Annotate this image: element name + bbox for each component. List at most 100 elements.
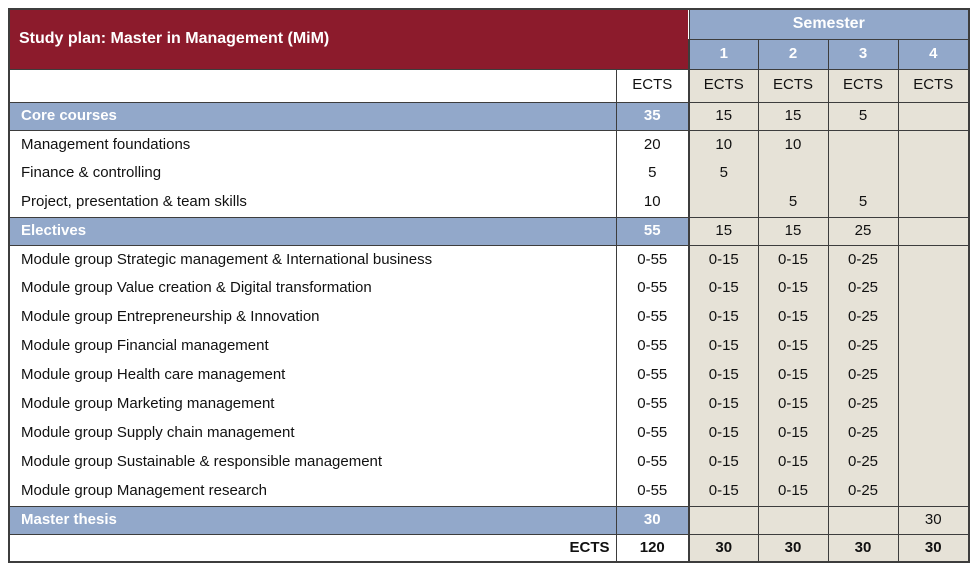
semester-numbers-row: 1 2 3 4 bbox=[9, 39, 970, 70]
sem2-ects-header: ECTS bbox=[757, 69, 829, 103]
row-total-ects: 30 bbox=[615, 505, 690, 535]
row-sem2-ects: 10 bbox=[757, 130, 829, 159]
semester-3-header: 3 bbox=[827, 39, 899, 70]
table-row: Management foundations 20 10 10 bbox=[8, 130, 970, 159]
ects-total-label: ECTS bbox=[8, 533, 617, 562]
table-row: Module group Supply chain management 0-5… bbox=[8, 419, 970, 448]
table-row: Module group Entrepreneurship & Innovati… bbox=[8, 303, 970, 332]
row-sem1-ects: 0-15 bbox=[688, 303, 759, 332]
row-sem4-ects bbox=[897, 101, 970, 131]
sem3-ects-header: ECTS bbox=[827, 69, 899, 103]
row-total-ects: 0-55 bbox=[615, 477, 690, 506]
row-sem3-ects: 0-25 bbox=[827, 245, 899, 274]
row-sem1-ects: 0-15 bbox=[688, 361, 759, 390]
table-row: Project, presentation & team skills 10 5… bbox=[8, 188, 970, 217]
table-row: Module group Marketing management 0-55 0… bbox=[8, 390, 970, 419]
row-sem1-ects: 0-15 bbox=[688, 274, 759, 303]
row-sem3-ects: 0-25 bbox=[827, 361, 899, 390]
table-row: Module group Financial management 0-55 0… bbox=[8, 332, 970, 361]
table-row: Module group Sustainable & responsible m… bbox=[8, 448, 970, 477]
table-row: Module group Management research 0-55 0-… bbox=[8, 477, 970, 506]
sem1-ects-header: ECTS bbox=[688, 69, 759, 103]
row-sem1-ects: 0-15 bbox=[688, 477, 759, 506]
sem4-ects-header: ECTS bbox=[897, 69, 970, 103]
row-sem4-ects bbox=[897, 332, 970, 361]
row-sem4-ects bbox=[897, 448, 970, 477]
row-label: Master thesis bbox=[8, 505, 617, 535]
semester-4-header: 4 bbox=[897, 39, 970, 70]
row-sem4-ects: 30 bbox=[897, 505, 970, 535]
row-sem1-ects: 0-15 bbox=[688, 419, 759, 448]
row-sem4-ects bbox=[897, 188, 970, 217]
row-sem2-ects: 0-15 bbox=[757, 390, 829, 419]
ects-total-value: 120 bbox=[615, 533, 690, 562]
row-sem2-ects: 0-15 bbox=[757, 448, 829, 477]
row-sem2-ects: 0-15 bbox=[757, 332, 829, 361]
row-sem1-ects bbox=[688, 188, 759, 217]
sem2-total-ects: 30 bbox=[757, 533, 829, 562]
row-sem2-ects: 0-15 bbox=[757, 477, 829, 506]
row-label: Module group Entrepreneurship & Innovati… bbox=[8, 303, 617, 332]
sem1-total-ects: 30 bbox=[688, 533, 759, 562]
row-sem1-ects: 15 bbox=[688, 101, 759, 131]
title-row: Study plan: Master in Management (MiM) S… bbox=[8, 9, 970, 70]
row-sem3-ects: 0-25 bbox=[827, 303, 899, 332]
row-sem2-ects: 0-15 bbox=[757, 419, 829, 448]
row-sem3-ects: 5 bbox=[827, 101, 899, 131]
row-total-ects: 0-55 bbox=[615, 332, 690, 361]
semester-2-header: 2 bbox=[757, 39, 829, 70]
row-total-ects: 0-55 bbox=[615, 390, 690, 419]
row-total-ects: 5 bbox=[615, 159, 690, 188]
row-sem3-ects: 0-25 bbox=[827, 390, 899, 419]
table-row: Electives 55 15 15 25 bbox=[8, 216, 970, 246]
table-row: Module group Health care management 0-55… bbox=[8, 361, 970, 390]
row-total-ects: 35 bbox=[615, 101, 690, 131]
row-label: Module group Sustainable & responsible m… bbox=[8, 448, 617, 477]
semester-header: Semester bbox=[688, 9, 970, 40]
corner-empty-cell bbox=[8, 69, 617, 103]
ects-header-row: ECTS ECTS ECTS ECTS ECTS bbox=[8, 69, 970, 103]
row-total-ects: 0-55 bbox=[615, 419, 690, 448]
sem4-total-ects: 30 bbox=[897, 533, 970, 562]
row-sem2-ects: 0-15 bbox=[757, 245, 829, 274]
row-sem2-ects: 15 bbox=[757, 101, 829, 131]
row-label: Module group Value creation & Digital tr… bbox=[8, 274, 617, 303]
row-label: Module group Health care management bbox=[8, 361, 617, 390]
row-sem2-ects: 15 bbox=[757, 216, 829, 246]
row-sem4-ects bbox=[897, 419, 970, 448]
row-sem1-ects: 0-15 bbox=[688, 448, 759, 477]
row-sem1-ects: 0-15 bbox=[688, 332, 759, 361]
row-label: Module group Financial management bbox=[8, 332, 617, 361]
row-label: Module group Supply chain management bbox=[8, 419, 617, 448]
ects-total-row: ECTS 120 30 30 30 30 bbox=[8, 533, 970, 562]
row-sem3-ects: 5 bbox=[827, 188, 899, 217]
table-row: Master thesis 30 30 bbox=[8, 505, 970, 535]
row-total-ects: 0-55 bbox=[615, 245, 690, 274]
row-sem3-ects bbox=[827, 159, 899, 188]
row-total-ects: 0-55 bbox=[615, 274, 690, 303]
row-sem3-ects: 0-25 bbox=[827, 477, 899, 506]
row-sem2-ects: 0-15 bbox=[757, 303, 829, 332]
row-label: Module group Management research bbox=[8, 477, 617, 506]
study-plan-table: Study plan: Master in Management (MiM) S… bbox=[8, 8, 971, 563]
row-sem3-ects bbox=[827, 505, 899, 535]
row-total-ects: 10 bbox=[615, 188, 690, 217]
row-sem4-ects bbox=[897, 361, 970, 390]
row-sem1-ects bbox=[688, 505, 759, 535]
row-label: Module group Marketing management bbox=[8, 390, 617, 419]
row-sem2-ects bbox=[757, 505, 829, 535]
row-sem4-ects bbox=[897, 274, 970, 303]
row-sem2-ects: 0-15 bbox=[757, 274, 829, 303]
row-sem3-ects: 0-25 bbox=[827, 274, 899, 303]
row-sem1-ects: 0-15 bbox=[688, 245, 759, 274]
row-sem3-ects: 0-25 bbox=[827, 332, 899, 361]
row-sem4-ects bbox=[897, 159, 970, 188]
row-sem1-ects: 0-15 bbox=[688, 390, 759, 419]
page-title: Study plan: Master in Management (MiM) bbox=[8, 9, 690, 70]
row-sem4-ects bbox=[897, 216, 970, 246]
row-sem1-ects: 10 bbox=[688, 130, 759, 159]
sem3-total-ects: 30 bbox=[827, 533, 899, 562]
row-label: Management foundations bbox=[8, 130, 617, 159]
row-sem3-ects bbox=[827, 130, 899, 159]
